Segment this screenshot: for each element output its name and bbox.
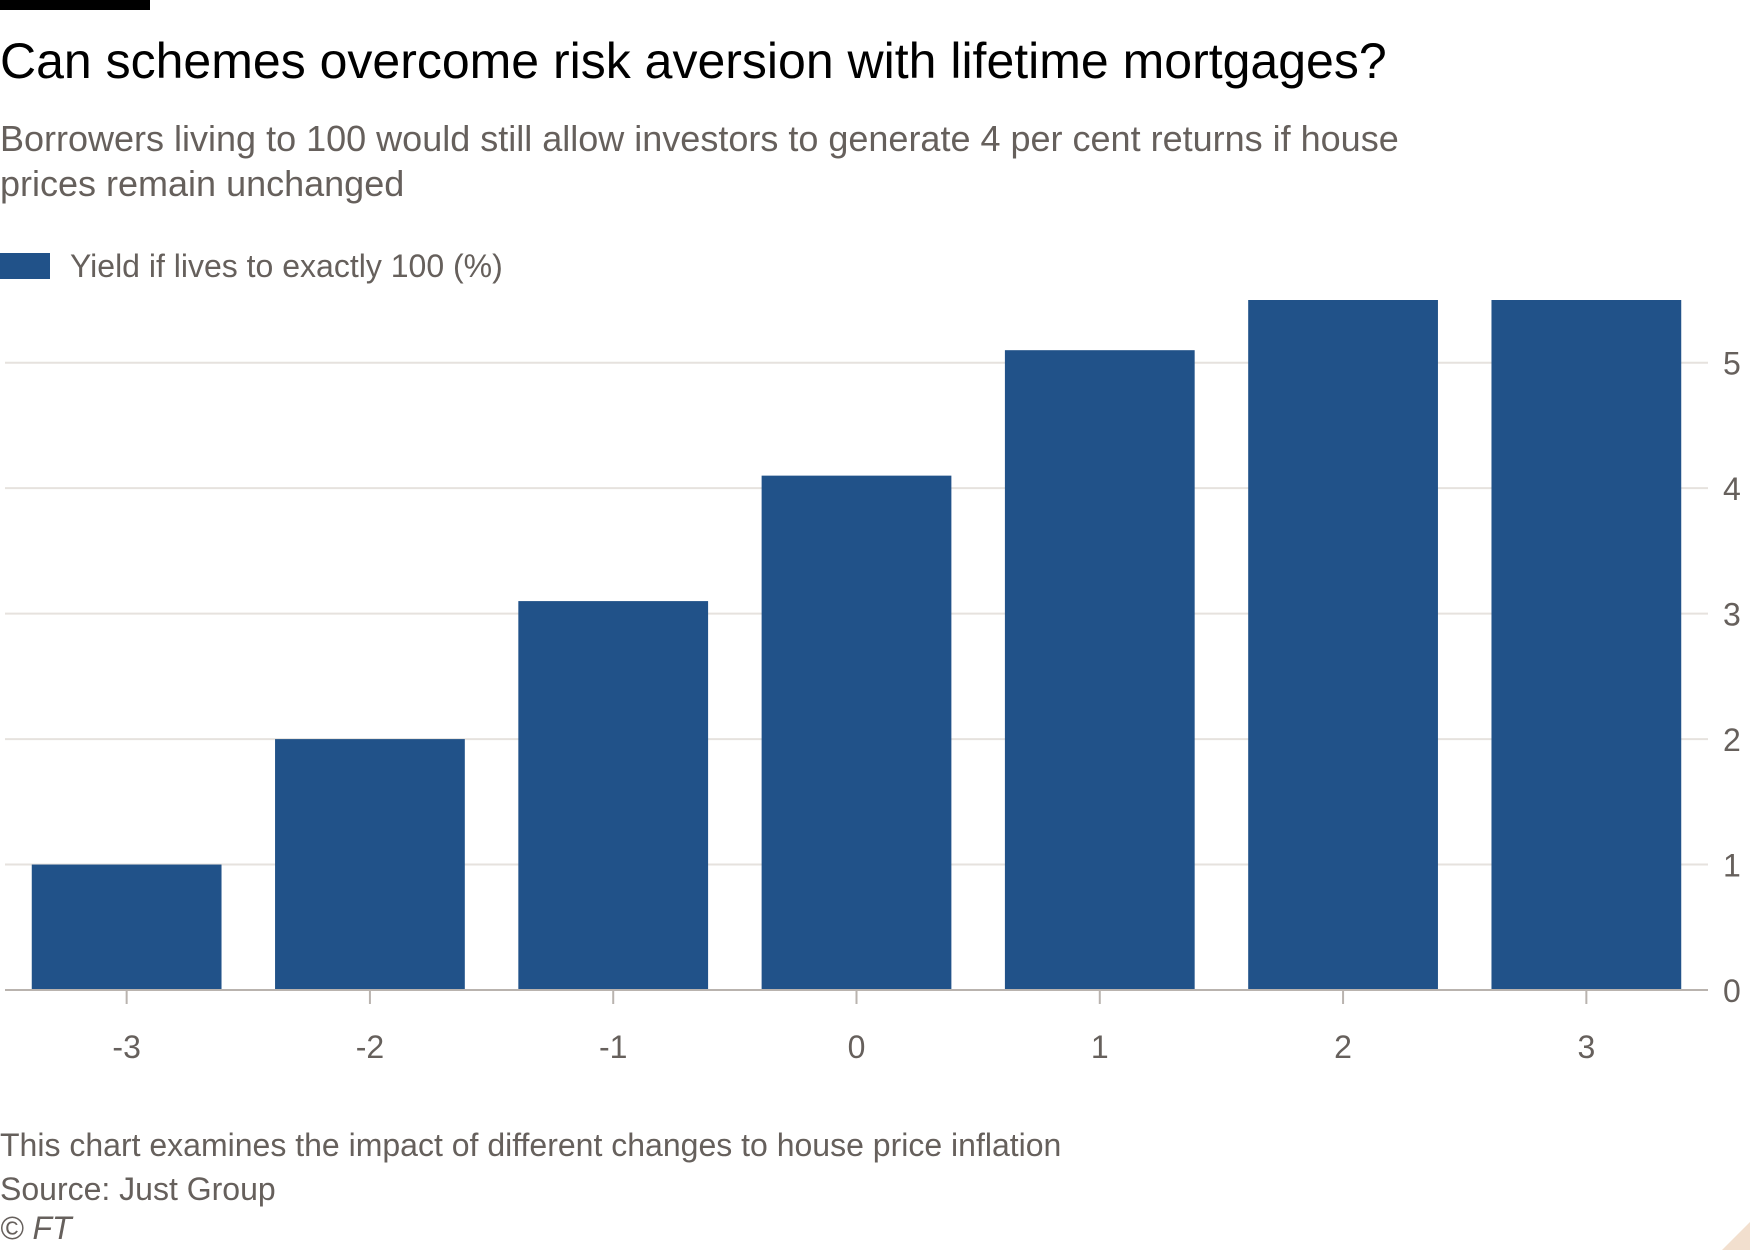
legend-label: Yield if lives to exactly 100 (%) (70, 247, 503, 284)
x-tick-label: 1 (1091, 1029, 1109, 1065)
y-tick-label: 1 (1723, 848, 1741, 884)
footer-note: This chart examines the impact of differ… (0, 1127, 1062, 1163)
bar (1248, 300, 1438, 990)
copyright: © FT (0, 1210, 72, 1246)
corner-mark (1722, 1222, 1750, 1250)
top-rule (0, 0, 150, 10)
x-tick-label: 3 (1577, 1029, 1595, 1065)
bar (1491, 300, 1682, 990)
legend: Yield if lives to exactly 100 (%) (0, 244, 503, 288)
x-tick-label: 2 (1334, 1029, 1352, 1065)
x-tick-label: 0 (848, 1029, 866, 1065)
bar (761, 475, 952, 990)
footer-source: Source: Just Group (0, 1171, 276, 1207)
bar (275, 739, 465, 990)
bar-chart: 0 1 2 3 4 5 -3 -2 -1 0 1 2 3 (5, 300, 1741, 1065)
x-tick-label: -2 (356, 1029, 384, 1065)
chart-title: Can schemes overcome risk aversion with … (0, 33, 1387, 89)
bar (31, 864, 222, 990)
y-tick-label: 0 (1723, 973, 1741, 1009)
y-tick-label: 2 (1723, 722, 1741, 758)
y-tick-label: 3 (1723, 597, 1741, 633)
bar (518, 601, 709, 990)
bar (1004, 350, 1195, 990)
y-tick-label: 5 (1723, 346, 1741, 382)
y-tick-label: 4 (1723, 471, 1741, 507)
x-tick-label: -3 (112, 1029, 140, 1065)
legend-swatch (0, 253, 50, 279)
x-tick-label: -1 (599, 1029, 627, 1065)
chart-subtitle: Borrowers living to 100 would still allo… (0, 118, 1399, 204)
footer: This chart examines the impact of differ… (0, 1123, 1061, 1211)
